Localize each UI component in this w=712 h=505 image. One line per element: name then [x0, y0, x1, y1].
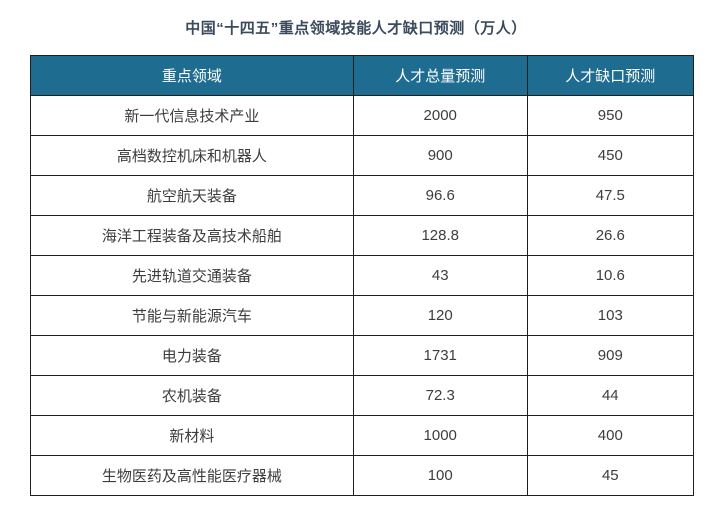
column-header-total-talent-forecast: 人才总量预测: [352, 55, 528, 96]
cell-talent-gap-forecast: 45: [526, 455, 695, 496]
cell-talent-gap-forecast: 400: [526, 415, 695, 456]
cell-total-talent-forecast: 72.3: [352, 375, 528, 416]
cell-key-area: 新材料: [30, 415, 354, 456]
cell-key-area: 农机装备: [30, 375, 354, 416]
cell-talent-gap-forecast: 450: [526, 135, 695, 176]
cell-total-talent-forecast: 900: [352, 135, 528, 176]
cell-total-talent-forecast: 96.6: [352, 175, 528, 216]
cell-total-talent-forecast: 100: [352, 455, 528, 496]
cell-key-area: 先进轨道交通装备: [30, 255, 354, 296]
chart-title: 中国“十四五”重点领域技能人才缺口预测（万人）: [185, 20, 527, 37]
cell-key-area: 新一代信息技术产业: [30, 95, 354, 136]
cell-total-talent-forecast: 1000: [352, 415, 528, 456]
cell-total-talent-forecast: 43: [352, 255, 528, 296]
cell-talent-gap-forecast: 909: [526, 335, 695, 376]
table-row: 新一代信息技术产业 2000 950: [30, 95, 695, 136]
cell-total-talent-forecast: 1731: [352, 335, 528, 376]
cell-key-area: 电力装备: [30, 335, 354, 376]
table-row: 高档数控机床和机器人 900 450: [30, 135, 695, 176]
talent-gap-table: 重点领域 人才总量预测 人才缺口预测 新一代信息技术产业 2000 950 高档数控机…: [30, 55, 695, 496]
table-row: 先进轨道交通装备 43 10.6: [30, 255, 695, 296]
column-header-talent-gap-forecast: 人才缺口预测: [526, 55, 695, 96]
cell-key-area: 航空航天装备: [30, 175, 354, 216]
table-row: 农机装备 72.3 44: [30, 375, 695, 416]
cell-total-talent-forecast: 128.8: [352, 215, 528, 256]
table-row: 电力装备 1731 909: [30, 335, 695, 376]
cell-key-area: 节能与新能源汽车: [30, 295, 354, 336]
cell-talent-gap-forecast: 103: [526, 295, 695, 336]
cell-key-area: 高档数控机床和机器人: [30, 135, 354, 176]
cell-talent-gap-forecast: 950: [526, 95, 695, 136]
cell-total-talent-forecast: 2000: [352, 95, 528, 136]
table-row: 海洋工程装备及高技术船舶 128.8 26.6: [30, 215, 695, 256]
table-body: 新一代信息技术产业 2000 950 高档数控机床和机器人 900 450 航空航天装备 96…: [30, 95, 695, 496]
cell-key-area: 海洋工程装备及高技术船舶: [30, 215, 354, 256]
table-header-row: 重点领域 人才总量预测 人才缺口预测: [30, 55, 695, 96]
column-header-key-area: 重点领域: [30, 55, 354, 96]
cell-key-area: 生物医药及高性能医疗器械: [30, 455, 354, 496]
cell-total-talent-forecast: 120: [352, 295, 528, 336]
cell-talent-gap-forecast: 10.6: [526, 255, 695, 296]
cell-talent-gap-forecast: 26.6: [526, 215, 695, 256]
table-row: 节能与新能源汽车 120 103: [30, 295, 695, 336]
cell-talent-gap-forecast: 44: [526, 375, 695, 416]
table-row: 生物医药及高性能医疗器械 100 45: [30, 455, 695, 496]
cell-talent-gap-forecast: 47.5: [526, 175, 695, 216]
table-row: 新材料 1000 400: [30, 415, 695, 456]
table-row: 航空航天装备 96.6 47.5: [30, 175, 695, 216]
